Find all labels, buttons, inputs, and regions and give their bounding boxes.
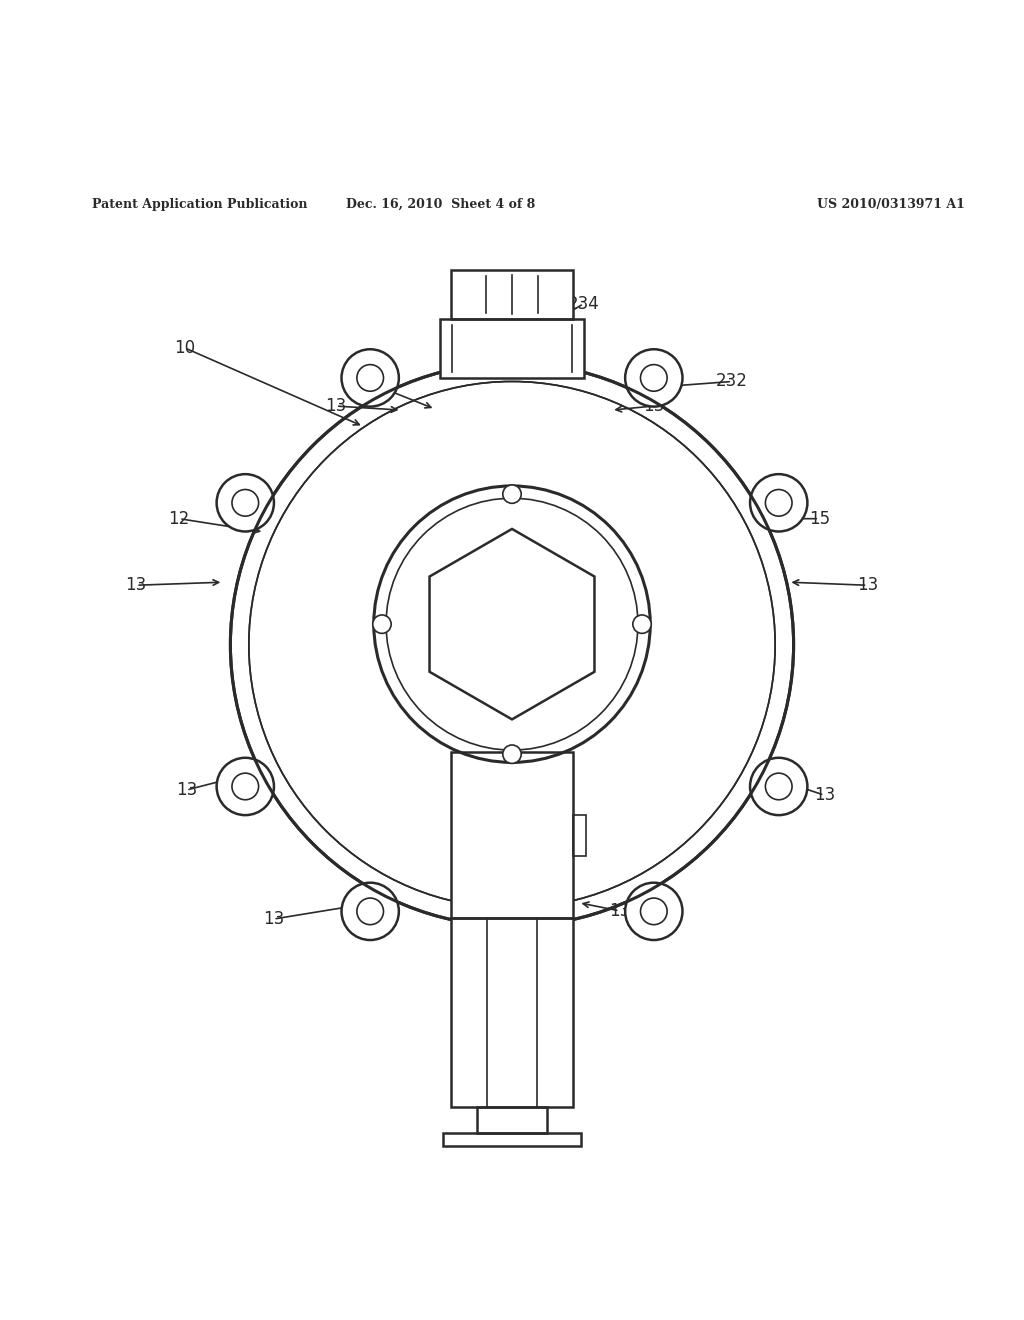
Text: 13: 13 [857,577,878,594]
FancyBboxPatch shape [451,917,573,1107]
Circle shape [625,350,682,407]
Circle shape [232,366,792,924]
Circle shape [232,490,259,516]
FancyBboxPatch shape [451,269,573,319]
FancyBboxPatch shape [451,752,573,917]
Text: 13: 13 [176,781,197,799]
FancyBboxPatch shape [573,814,586,855]
Circle shape [640,364,667,391]
Text: 13: 13 [263,909,284,928]
Text: Patent Application Publication: Patent Application Publication [92,198,307,211]
Circle shape [765,490,792,516]
Circle shape [342,883,399,940]
Text: 13: 13 [609,902,630,920]
Text: Fig. 4: Fig. 4 [455,1057,569,1092]
Text: 10: 10 [174,339,195,356]
Text: 13: 13 [643,397,664,414]
Circle shape [633,615,651,634]
Circle shape [750,474,807,532]
Circle shape [357,364,384,391]
Text: 234: 234 [567,294,600,313]
Circle shape [373,615,391,634]
Circle shape [765,774,792,800]
Text: 13: 13 [126,577,146,594]
Circle shape [217,758,274,816]
Circle shape [503,484,521,503]
Text: 12: 12 [169,510,189,528]
Text: 232: 232 [716,372,749,391]
Text: Dec. 16, 2010  Sheet 4 of 8: Dec. 16, 2010 Sheet 4 of 8 [346,198,535,211]
Text: 14: 14 [353,371,374,389]
FancyBboxPatch shape [440,319,584,379]
Text: US 2010/0313971 A1: US 2010/0313971 A1 [817,198,965,211]
Text: 13: 13 [326,397,346,414]
Circle shape [503,744,521,763]
Circle shape [640,898,667,925]
Circle shape [232,774,259,800]
Text: 200: 200 [492,1005,522,1022]
Circle shape [357,898,384,925]
Circle shape [342,350,399,407]
Circle shape [374,486,650,763]
Text: 13: 13 [814,787,835,804]
FancyBboxPatch shape [477,1107,547,1133]
Circle shape [750,758,807,816]
Text: 15: 15 [809,510,829,528]
Circle shape [625,883,682,940]
Circle shape [217,474,274,532]
FancyBboxPatch shape [442,1133,582,1146]
